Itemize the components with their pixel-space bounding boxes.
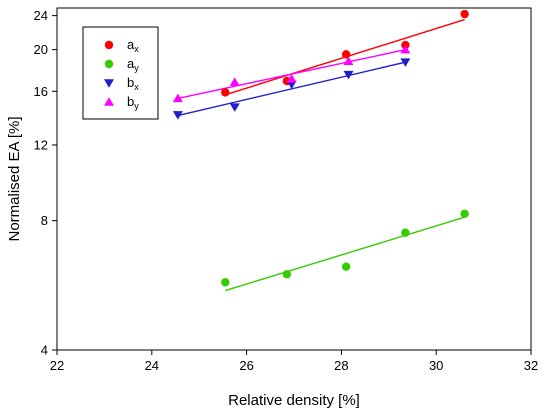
point-a-x [460,9,469,19]
point-b-y [286,74,297,83]
y-axis-ticks: 4 8 12 16 20 24 [34,8,57,358]
point-b-x [286,80,297,90]
point-a-x [341,50,351,59]
x-tick-label: 30 [429,358,443,373]
x-tick-label: 26 [239,358,253,373]
x-tick-label: 24 [145,358,159,373]
y-tick-label: 20 [34,42,48,57]
point-b-x [229,103,240,112]
legend-marker-a-x [104,40,114,50]
y-tick-label: 16 [34,84,48,99]
y-axis-title: Normalised EA [%] [6,116,23,241]
point-a-y [341,262,351,271]
point-a-y [221,278,230,287]
legend-marker-b-x [104,79,114,88]
point-b-x [343,70,354,80]
point-b-x [172,111,183,120]
point-a-y [460,209,469,218]
point-a-x [221,88,230,97]
x-tick-label: 28 [334,358,348,373]
y-tick-label: 12 [34,137,48,152]
x-axis-title: Relative density [%] [228,392,360,409]
point-b-y [343,56,354,65]
x-tick-label: 22 [50,358,64,373]
legend-marker-b-y [104,97,114,106]
y-tick-label: 8 [41,213,48,228]
legend-marker-a-y [104,59,114,69]
y-tick-label: 4 [41,343,48,358]
point-b-y [172,93,183,103]
point-b-x [400,58,411,67]
point-a-y [282,270,292,279]
legend-box [82,26,159,120]
y-tick-label: 24 [34,8,48,23]
fit-line-a-y [225,216,465,292]
fit-line-b-y [177,48,406,100]
x-axis-ticks: 22 24 26 28 30 32 [50,350,538,373]
point-b-y [400,44,411,54]
point-b-y [229,77,240,86]
x-tick-label: 32 [524,358,538,373]
point-a-y [401,228,410,237]
data-points [172,9,469,287]
